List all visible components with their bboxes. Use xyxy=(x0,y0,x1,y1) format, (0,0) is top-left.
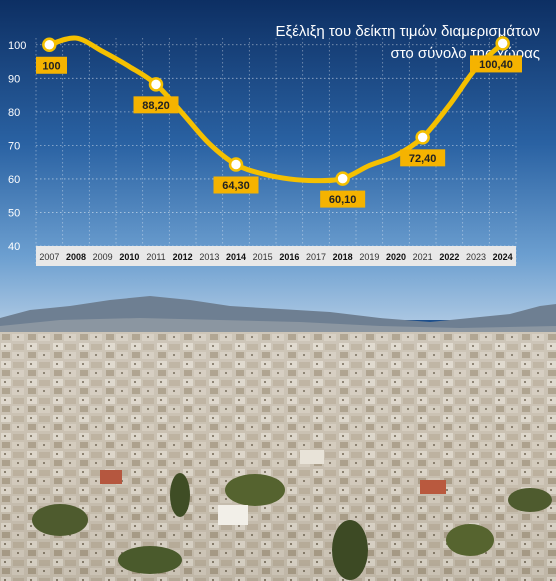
y-axis-ticks: 40 50 60 70 80 90 100 xyxy=(8,40,26,253)
data-point-2018 xyxy=(335,171,350,186)
x-tick-label: 2014 xyxy=(226,252,246,262)
y-tick-label: 90 xyxy=(8,73,20,85)
data-label-2018: 60,10 xyxy=(329,194,357,206)
x-tick-label: 2017 xyxy=(306,252,326,262)
x-tick-label: 2009 xyxy=(93,252,113,262)
x-axis-strip xyxy=(36,246,516,266)
x-tick-label: 2007 xyxy=(39,252,59,262)
data-label-box-2024 xyxy=(470,55,522,73)
data-point-2007 xyxy=(42,37,57,53)
data-label-2011: 88,20 xyxy=(142,100,170,112)
x-tick-label: 2011 xyxy=(146,252,165,262)
data-label-box-2021 xyxy=(400,149,446,167)
y-tick-label: 80 xyxy=(8,107,20,119)
x-tick-label: 2024 xyxy=(493,252,513,262)
x-axis-ticks: 2007 2008 2009 2010 2011 2012 2013 2014 2015 2016… xyxy=(39,252,512,262)
x-tick-label: 2023 xyxy=(466,252,486,262)
data-point-2021 xyxy=(415,130,430,145)
x-tick-label: 2021 xyxy=(413,252,433,262)
city-trees xyxy=(32,450,552,580)
data-label-box-2018 xyxy=(320,190,366,208)
x-tick-label: 2018 xyxy=(333,252,353,262)
y-tick-label: 70 xyxy=(8,140,20,152)
x-tick-label: 2013 xyxy=(199,252,219,262)
y-tick-label: 50 xyxy=(8,207,20,219)
sky-background xyxy=(0,0,556,320)
data-point-2014 xyxy=(228,157,244,172)
data-point-2011 xyxy=(148,77,164,92)
data-points: 100 88,20 64,30 60,10 72,40 100,40 xyxy=(36,36,522,208)
data-label-2014: 64,30 xyxy=(222,180,250,192)
chart-title-line-1: Εξέλιξη του δείκτη τιμών διαμερισμάτων xyxy=(275,23,540,40)
data-label-2007: 100 xyxy=(42,60,60,72)
x-tick-label: 2008 xyxy=(66,252,86,262)
y-tick-label: 40 xyxy=(8,241,20,253)
x-tick-label: 2016 xyxy=(279,252,299,262)
x-tick-label: 2019 xyxy=(359,252,379,262)
y-tick-label: 60 xyxy=(8,174,20,186)
data-label-box-2011 xyxy=(133,96,179,114)
data-label-2024: 100,40 xyxy=(479,59,513,71)
y-tick-label: 100 xyxy=(8,40,26,52)
data-point-2024 xyxy=(495,36,510,51)
x-tick-label: 2010 xyxy=(119,252,139,262)
x-tick-label: 2020 xyxy=(386,252,406,262)
data-label-2021: 72,40 xyxy=(409,153,437,165)
x-tick-label: 2015 xyxy=(253,252,273,262)
data-label-box-2007 xyxy=(36,56,67,74)
data-label-box-2014 xyxy=(213,176,259,194)
x-tick-label: 2022 xyxy=(439,252,459,262)
x-tick-label: 2012 xyxy=(173,252,193,262)
